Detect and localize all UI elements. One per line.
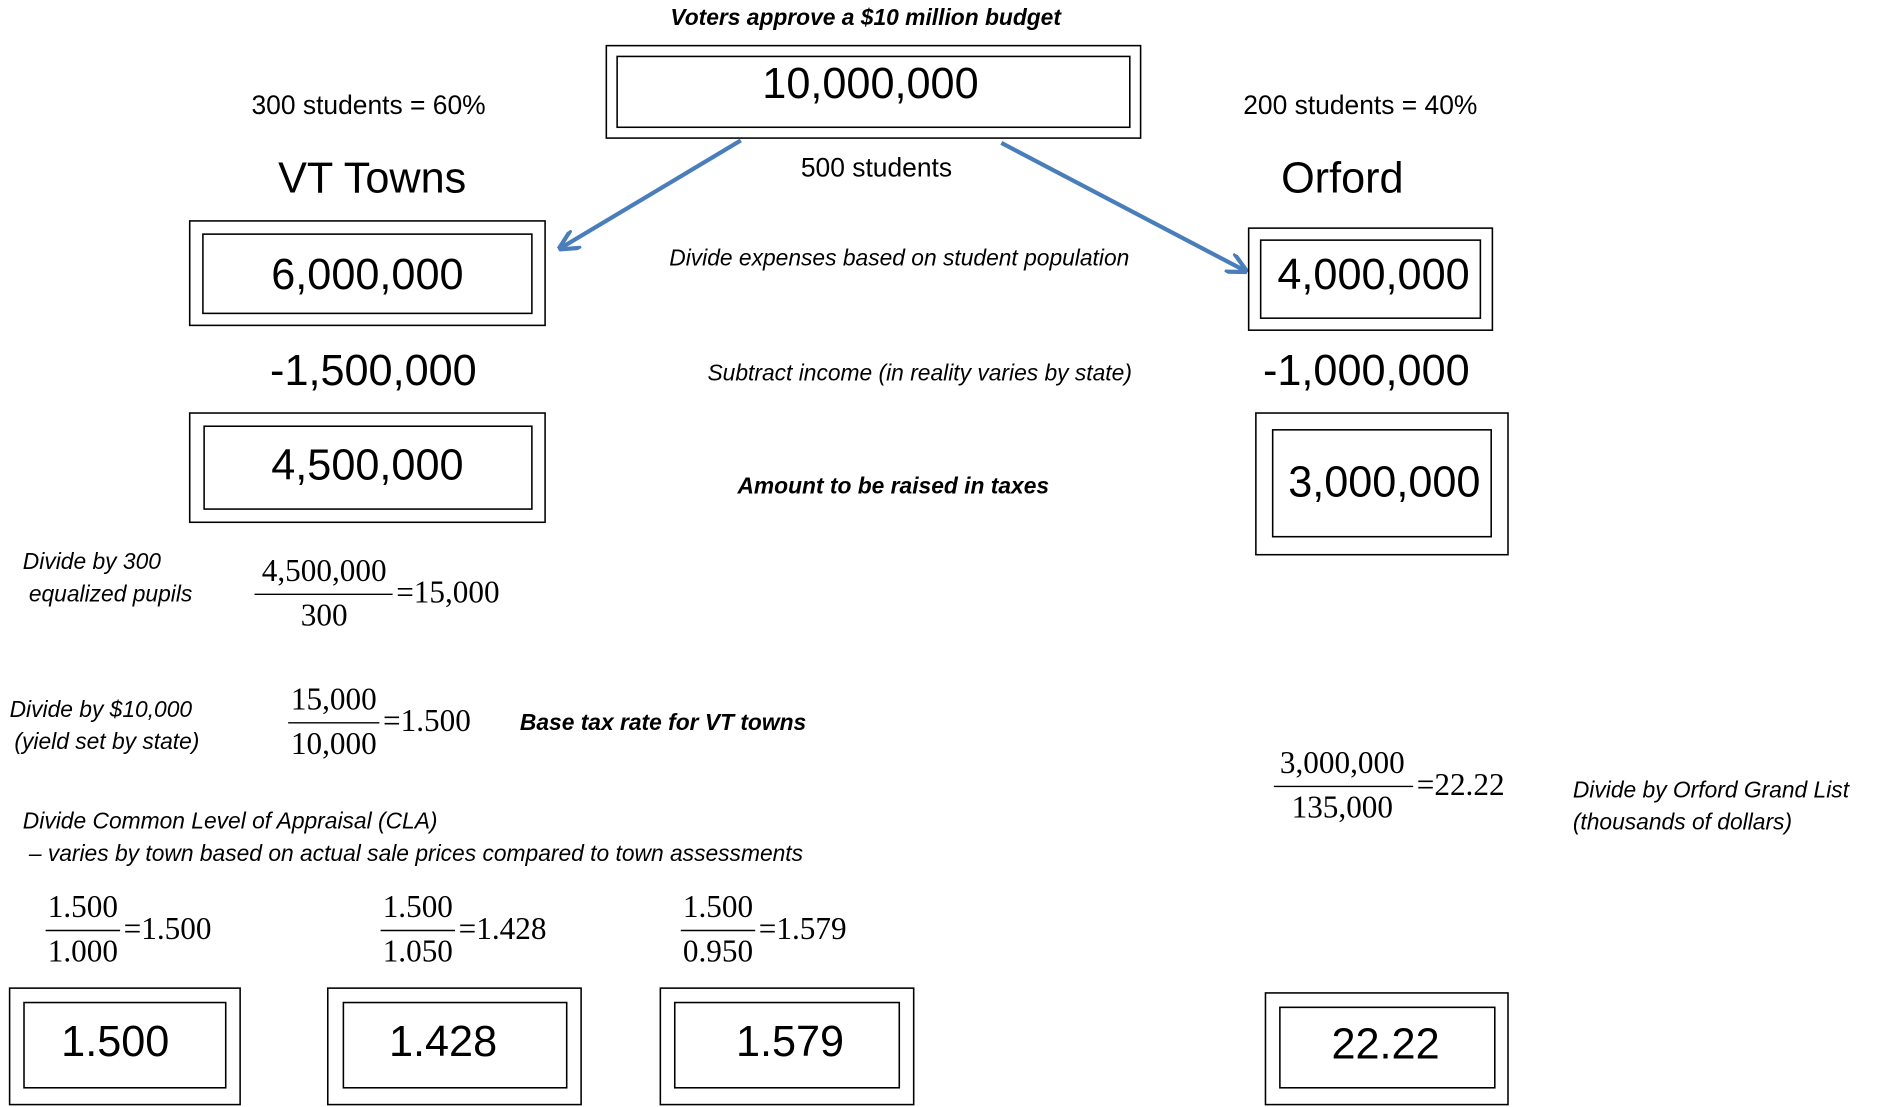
denominator: 10,000 [291, 726, 377, 761]
numerator: 1.500 [383, 889, 453, 924]
box-outer [605, 44, 1142, 139]
subtract-note: Subtract income (in reality varies by st… [707, 360, 1131, 386]
arrow [1000, 141, 1244, 270]
orford-taxes: 3,000,000 [1288, 458, 1480, 506]
denominator: 1.000 [48, 934, 118, 969]
result-value: 1.500 [61, 1018, 169, 1066]
fraction-result: =22.22 [1417, 767, 1505, 802]
box-outer [1247, 227, 1494, 331]
denominator: 135,000 [1292, 790, 1393, 825]
vt-expenses: 6,000,000 [271, 251, 463, 299]
orford-share: 200 students = 40% [1243, 90, 1477, 120]
fraction-result: =15,000 [396, 575, 499, 610]
box-outer [1264, 992, 1509, 1106]
box-outer [188, 412, 546, 524]
denominator: 0.950 [683, 934, 753, 969]
box-inner [1259, 239, 1482, 319]
note: (yield set by state) [14, 728, 199, 754]
box-inner [203, 425, 533, 510]
top-box-value: 10,000,000 [762, 60, 978, 108]
fraction-result: =1.428 [459, 911, 547, 946]
note: – varies by town based on actual sale pr… [28, 840, 803, 866]
note: Divide Common Level of Appraisal (CLA) [23, 807, 438, 833]
note: Divide by $10,000 [10, 696, 193, 722]
divide-note: Divide expenses based on student populat… [669, 244, 1129, 270]
box-inner [1279, 1006, 1496, 1089]
title: Voters approve a $10 million budget [670, 4, 1062, 30]
vt-heading: VT Towns [278, 155, 466, 203]
fraction-result: =1.500 [383, 703, 471, 738]
orford-income: -1,000,000 [1263, 347, 1470, 395]
note: Divide by Orford Grand List [1573, 776, 1851, 802]
numerator: 4,500,000 [262, 553, 387, 588]
base-rate-note: Base tax rate for VT towns [520, 709, 806, 735]
box-outer [326, 987, 582, 1106]
box-outer [188, 220, 546, 327]
note: equalized pupils [29, 581, 193, 607]
total-students: 500 students [801, 152, 952, 182]
box-outer [659, 987, 915, 1106]
note: Divide by 300 [23, 548, 161, 574]
box-inner [673, 1001, 901, 1089]
orford-heading: Orford [1281, 155, 1403, 203]
orford-expenses: 4,000,000 [1277, 251, 1469, 299]
vt-income: -1,500,000 [270, 347, 477, 395]
vt-share: 300 students = 60% [252, 90, 486, 120]
box-outer [8, 987, 241, 1106]
denominator: 1.050 [383, 934, 453, 969]
box-inner [342, 1001, 568, 1089]
numerator: 3,000,000 [1280, 745, 1405, 780]
box-inner [23, 1001, 227, 1089]
result-value: 22.22 [1331, 1020, 1439, 1068]
fraction-result: =1.579 [759, 911, 847, 946]
numerator: 15,000 [291, 682, 377, 717]
numerator: 1.500 [48, 889, 118, 924]
taxes-note: Amount to be raised in taxes [736, 472, 1049, 498]
box-inner [202, 233, 533, 315]
box-inner [1271, 429, 1492, 538]
numerator: 1.500 [683, 889, 753, 924]
denominator: 300 [301, 597, 348, 632]
box-outer [1255, 412, 1509, 556]
result-value: 1.579 [736, 1018, 844, 1066]
fraction-result: =1.500 [124, 911, 212, 946]
vt-taxes: 4,500,000 [271, 442, 463, 490]
note: (thousands of dollars) [1573, 809, 1792, 835]
result-value: 1.428 [389, 1018, 497, 1066]
box-inner [616, 55, 1131, 129]
arrow [562, 138, 742, 247]
